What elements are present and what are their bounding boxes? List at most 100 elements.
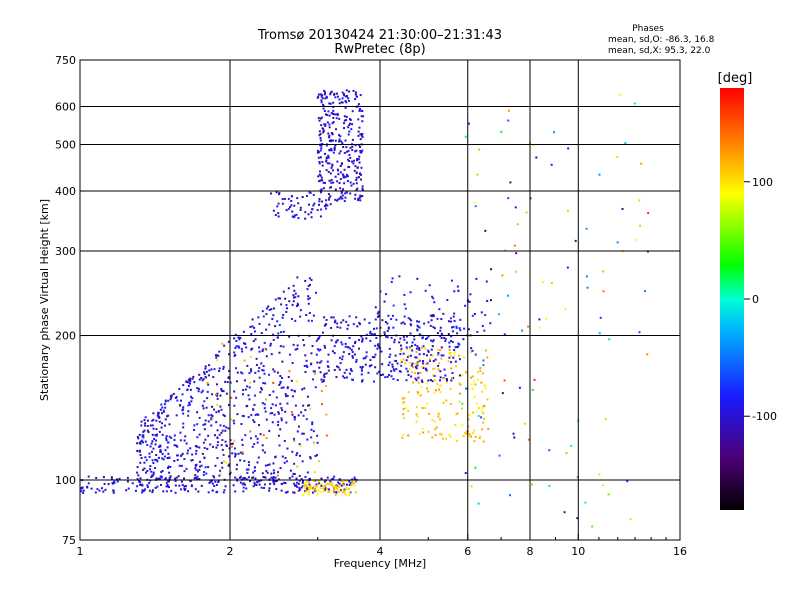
data-point — [304, 370, 307, 373]
data-point — [343, 376, 346, 379]
data-point — [320, 124, 323, 127]
data-point — [405, 379, 408, 382]
data-point — [390, 318, 393, 321]
data-point — [306, 480, 309, 483]
data-point — [422, 362, 425, 365]
data-point — [310, 428, 313, 431]
data-point — [361, 120, 364, 123]
data-point — [296, 344, 299, 347]
data-point — [390, 336, 393, 339]
data-point — [430, 315, 433, 318]
data-point — [626, 480, 629, 483]
data-point — [271, 381, 274, 384]
data-point — [242, 330, 245, 333]
data-point — [304, 279, 307, 282]
data-point — [161, 412, 164, 415]
data-point — [306, 488, 309, 491]
data-point — [360, 173, 363, 176]
data-point — [187, 385, 190, 388]
data-point — [343, 371, 346, 374]
data-point — [337, 481, 340, 484]
data-point — [149, 465, 152, 468]
data-point — [200, 376, 203, 379]
data-point — [150, 470, 153, 473]
data-point — [156, 460, 159, 463]
data-point — [323, 110, 326, 113]
data-point — [297, 217, 300, 220]
data-point — [452, 325, 455, 328]
data-point — [204, 365, 207, 368]
data-point — [316, 96, 319, 99]
data-point — [168, 471, 171, 474]
data-point — [479, 369, 482, 372]
data-point — [290, 411, 293, 414]
data-point — [251, 325, 254, 328]
data-point — [191, 397, 194, 400]
data-point — [276, 320, 279, 323]
data-point — [341, 91, 344, 94]
data-point — [144, 488, 147, 491]
grid-lines — [80, 60, 680, 540]
data-point — [234, 346, 237, 349]
data-point — [410, 364, 413, 367]
data-point — [287, 197, 290, 200]
data-point — [204, 375, 207, 378]
data-point — [139, 453, 142, 456]
y-tick-label: 200 — [55, 330, 76, 343]
data-point — [152, 427, 155, 430]
data-point — [404, 362, 407, 365]
data-point — [284, 410, 287, 413]
data-point — [116, 480, 119, 483]
data-point — [349, 491, 352, 494]
data-point — [126, 476, 129, 479]
data-point — [225, 392, 228, 395]
data-point — [293, 216, 296, 219]
data-point — [279, 297, 282, 300]
data-point — [158, 420, 161, 423]
data-point — [131, 482, 134, 485]
data-point — [143, 419, 146, 422]
data-point — [331, 133, 334, 136]
data-point — [438, 308, 441, 311]
data-point — [419, 371, 422, 374]
data-point — [336, 322, 339, 325]
data-point — [205, 406, 208, 409]
data-point — [432, 374, 435, 377]
data-point — [216, 359, 219, 362]
data-point — [359, 195, 362, 198]
data-point — [163, 424, 166, 427]
data-point — [323, 489, 326, 492]
data-point — [342, 375, 345, 378]
data-point — [299, 309, 302, 312]
data-point — [183, 488, 186, 491]
data-point — [269, 342, 272, 345]
data-point — [273, 483, 276, 486]
data-point — [329, 195, 332, 198]
data-point — [461, 402, 464, 405]
data-point — [278, 383, 281, 386]
data-point — [320, 188, 323, 191]
data-point — [332, 181, 335, 184]
data-point — [333, 475, 336, 478]
data-point — [369, 330, 372, 333]
data-point — [574, 239, 577, 242]
data-point — [189, 447, 192, 450]
data-point — [219, 405, 222, 408]
data-point — [358, 323, 361, 326]
data-point — [465, 387, 468, 390]
data-point — [455, 325, 458, 328]
data-point — [431, 354, 434, 357]
data-point — [319, 348, 322, 351]
data-point — [518, 386, 521, 389]
data-point — [146, 429, 149, 432]
data-point — [538, 326, 541, 329]
data-point — [235, 345, 238, 348]
data-point — [309, 485, 312, 488]
data-point — [293, 462, 296, 465]
data-point — [329, 172, 332, 175]
data-point — [259, 391, 262, 394]
data-point — [341, 491, 344, 494]
data-point — [359, 94, 362, 97]
data-point — [357, 199, 360, 202]
